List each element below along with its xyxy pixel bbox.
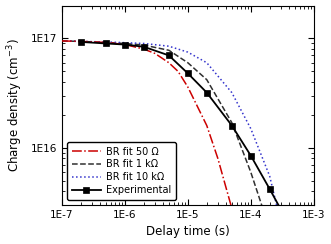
BR fit 10 kΩ (230, 91, 234, 94)
Experimental (104, 42, 108, 45)
BR fit 1 kΩ (249, 171, 253, 173)
Experimental (123, 43, 127, 46)
BR fit 10 kΩ (142, 42, 146, 45)
BR fit 50 Ω (104, 41, 108, 44)
Experimental (79, 41, 83, 43)
BR fit 50 Ω (60, 40, 64, 42)
Experimental (186, 72, 190, 75)
X-axis label: Delay time (s): Delay time (s) (146, 225, 230, 238)
BR fit 50 Ω (176, 70, 180, 73)
BR fit 10 kΩ (104, 41, 108, 43)
BR fit 10 kΩ (123, 41, 127, 44)
BR fit 50 Ω (142, 48, 146, 51)
BR fit 50 Ω (230, 207, 234, 210)
BR fit 1 kΩ (123, 42, 127, 45)
Line: BR fit 10 kΩ: BR fit 10 kΩ (62, 41, 314, 244)
BR fit 50 Ω (205, 124, 209, 127)
BR fit 1 kΩ (167, 49, 171, 52)
Experimental (142, 45, 146, 48)
BR fit 1 kΩ (268, 228, 272, 231)
Line: BR fit 50 Ω: BR fit 50 Ω (62, 41, 270, 244)
Line: BR fit 1 kΩ: BR fit 1 kΩ (62, 41, 304, 244)
BR fit 50 Ω (167, 61, 171, 64)
Experimental (249, 154, 253, 157)
BR fit 50 Ω (216, 157, 220, 160)
BR fit 1 kΩ (79, 40, 83, 43)
BR fit 10 kΩ (268, 175, 272, 178)
BR fit 50 Ω (123, 43, 127, 46)
BR fit 50 Ω (186, 86, 190, 89)
BR fit 10 kΩ (186, 51, 190, 54)
BR fit 1 kΩ (205, 78, 209, 81)
Y-axis label: Charge density (cm$^{-3}$): Charge density (cm$^{-3}$) (6, 39, 25, 172)
BR fit 1 kΩ (104, 41, 108, 44)
BR fit 1 kΩ (142, 44, 146, 47)
BR fit 1 kΩ (60, 40, 64, 42)
Line: Experimental: Experimental (78, 39, 317, 244)
Legend: BR fit 50 Ω, BR fit 1 kΩ, BR fit 10 kΩ, Experimental: BR fit 50 Ω, BR fit 1 kΩ, BR fit 10 kΩ, … (67, 142, 176, 200)
Experimental (293, 234, 297, 236)
Experimental (230, 124, 234, 127)
BR fit 50 Ω (79, 40, 83, 43)
BR fit 10 kΩ (205, 61, 209, 64)
Experimental (167, 54, 171, 57)
BR fit 10 kΩ (79, 40, 83, 43)
Experimental (268, 188, 272, 191)
Experimental (205, 91, 209, 94)
BR fit 1 kΩ (186, 61, 190, 64)
BR fit 10 kΩ (249, 127, 253, 130)
BR fit 1 kΩ (230, 121, 234, 124)
BR fit 10 kΩ (60, 40, 64, 42)
BR fit 50 Ω (153, 52, 157, 55)
BR fit 10 kΩ (167, 45, 171, 48)
